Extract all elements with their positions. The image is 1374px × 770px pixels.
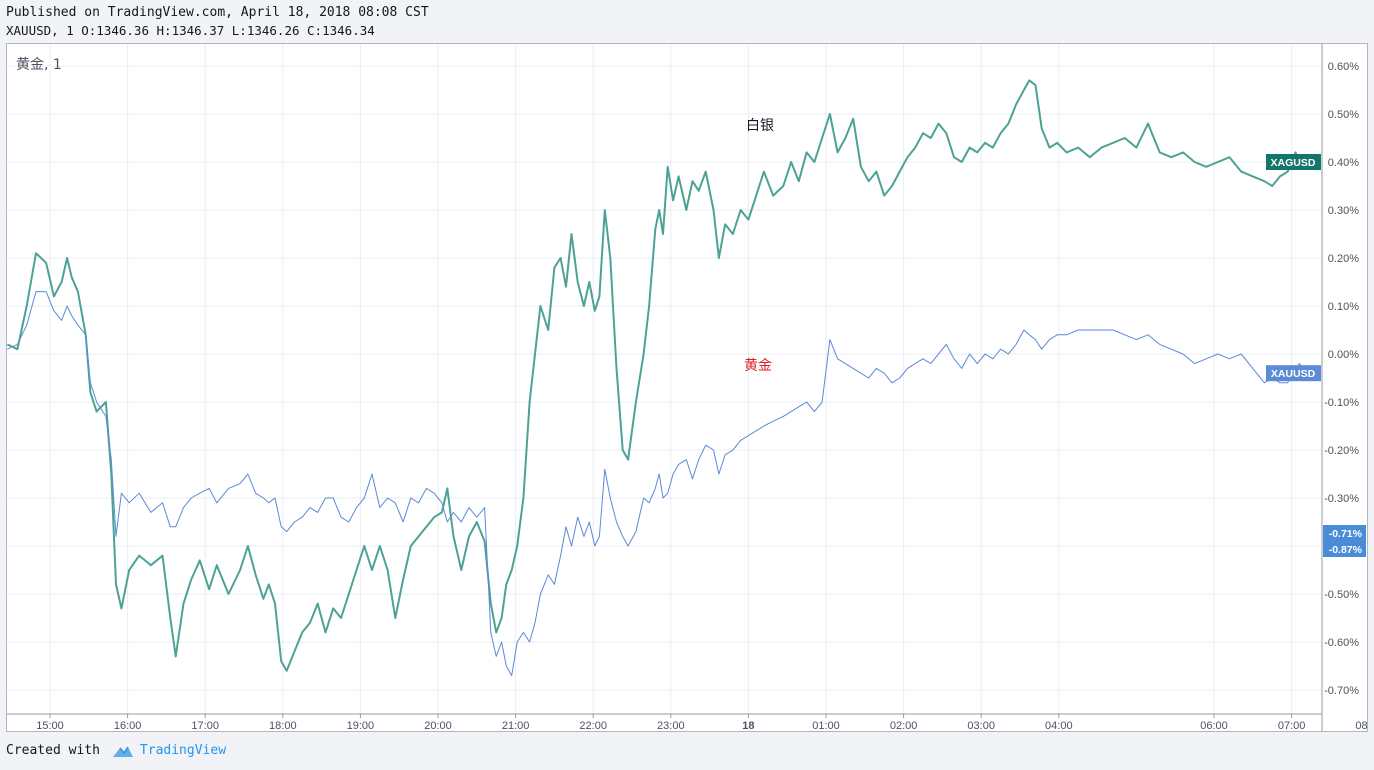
x-tick-label: 04:00: [1045, 720, 1073, 731]
y-tick-label: 0.60%: [1328, 61, 1359, 73]
x-tick-label: 22:00: [579, 720, 607, 731]
chart-frame[interactable]: 0.60% 0.50% 0.40% 0.30% 0.20% 0.10% 0.00% -0.10…: [6, 43, 1368, 732]
series-tag-xagusd-bg: [1266, 154, 1321, 170]
series-line-xagusd[interactable]: [7, 79, 1308, 672]
x-tick-label: 17:00: [191, 720, 219, 731]
created-with-label: Created with: [6, 743, 100, 758]
x-tick-label: 07:00: [1278, 720, 1306, 731]
x-tick-label: 20:00: [424, 720, 452, 731]
x-tick-label: 18: [742, 720, 754, 731]
y-tick-label: 0.20%: [1328, 253, 1359, 265]
footer: Created with TradingView: [6, 743, 226, 758]
x-tick-label: 01:00: [812, 720, 840, 731]
x-tick-label: 03:00: [967, 720, 995, 731]
axis-value-tag: -0.71%: [1329, 528, 1363, 540]
pane-label: 黄金, 1: [16, 56, 62, 73]
y-tick-label: -0.30%: [1324, 493, 1359, 505]
axis-value-tag-bg: [1323, 541, 1366, 557]
x-tick-label: 16:00: [114, 720, 142, 731]
y-tick-label: -0.10%: [1324, 397, 1359, 409]
ohlc-readout: XAUUSD, 1 O:1346.36 H:1346.37 L:1346.26 …: [6, 23, 375, 38]
x-tick-label: 08:00: [1355, 720, 1367, 731]
x-tick-label: 15:00: [36, 720, 64, 731]
axis-value-tag: -0.87%: [1329, 544, 1363, 556]
series-tag-xagusd: XAGUSD: [1271, 157, 1316, 169]
y-tick-label: 0.50%: [1328, 109, 1359, 121]
tradingview-logo-icon: [112, 746, 133, 757]
series-line-xauusd[interactable]: [7, 291, 1308, 677]
chart-svg[interactable]: 0.60% 0.50% 0.40% 0.30% 0.20% 0.10% 0.00% -0.10…: [7, 44, 1367, 731]
series-tag-xauusd-bg: [1266, 365, 1321, 382]
tradingview-brand-link[interactable]: TradingView: [139, 743, 227, 758]
x-tick-label: 21:00: [502, 720, 530, 731]
y-tick-label: 0.00%: [1328, 349, 1359, 361]
y-tick-label: 0.40%: [1328, 157, 1359, 169]
y-tick-label: -0.70%: [1324, 685, 1359, 697]
y-tick-label: -0.60%: [1324, 637, 1359, 649]
axis-value-tag-bg: [1323, 525, 1366, 541]
gold-annotation: 黄金: [744, 357, 772, 374]
x-tick-label: 18:00: [269, 720, 297, 731]
y-tick-label: -0.20%: [1324, 445, 1359, 457]
y-tick-label: 0.10%: [1328, 301, 1359, 313]
x-tick-label: 02:00: [890, 720, 918, 731]
x-tick-label: 23:00: [657, 720, 685, 731]
x-tick-label: 19:00: [347, 720, 375, 731]
series-tag-xauusd: XAUUSD: [1271, 368, 1316, 380]
silver-annotation: 白银: [746, 118, 774, 134]
y-tick-label: -0.50%: [1324, 589, 1359, 601]
published-caption: Published on TradingView.com, April 18, …: [6, 5, 429, 20]
y-tick-label: 0.30%: [1328, 205, 1359, 217]
x-tick-label: 06:00: [1200, 720, 1228, 731]
